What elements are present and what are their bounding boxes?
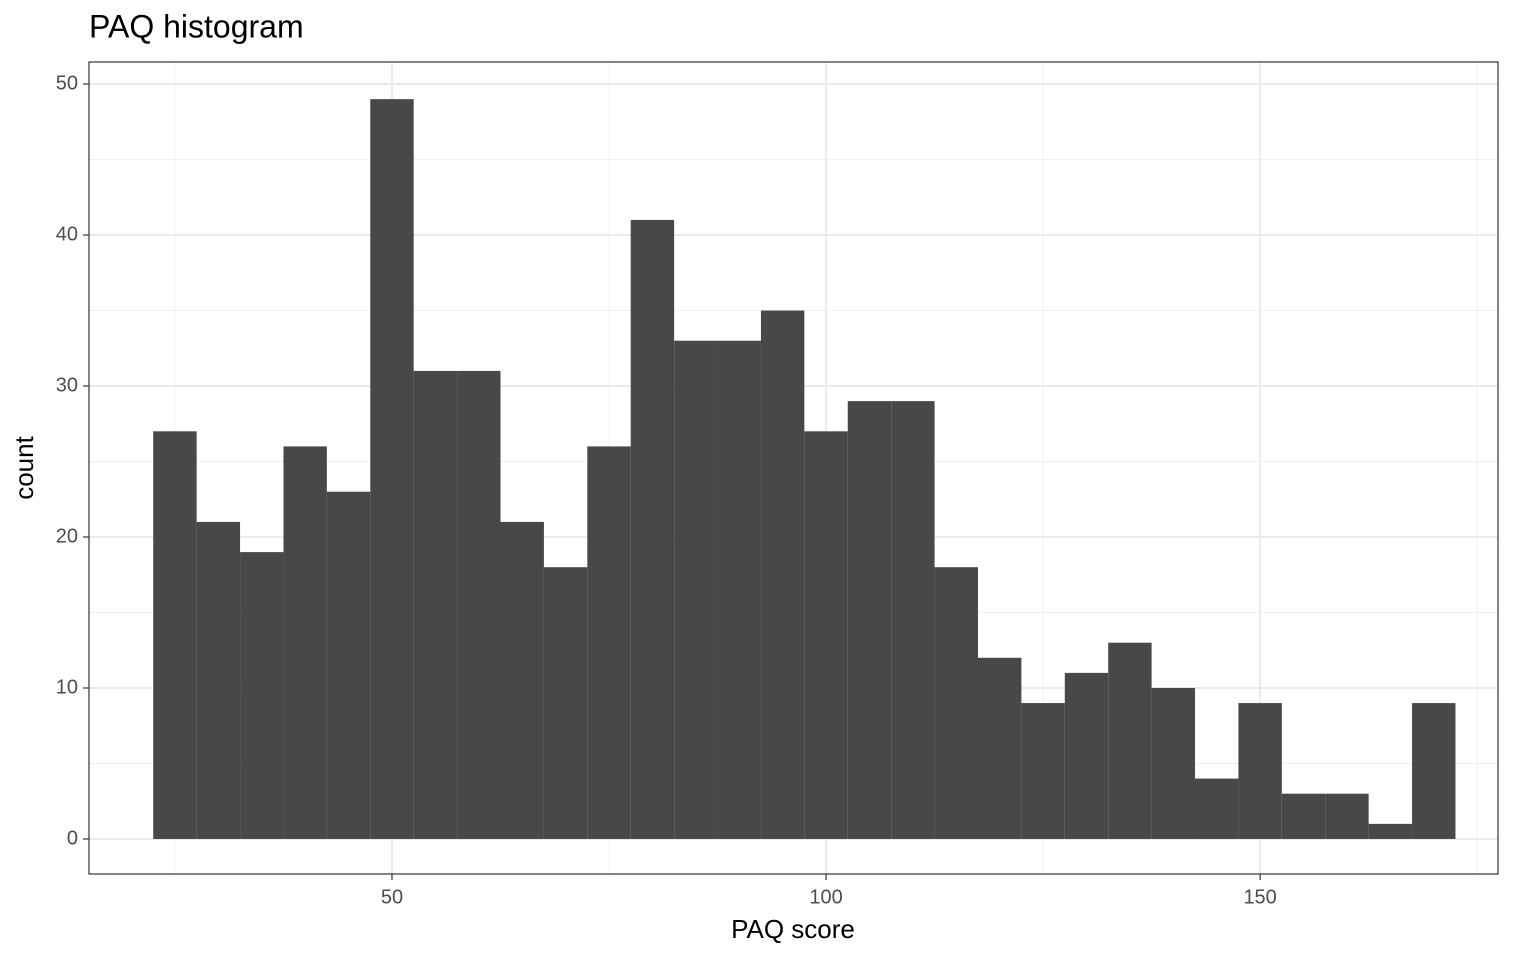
x-axis-title: PAQ score xyxy=(731,914,855,944)
bar xyxy=(413,370,458,839)
y-tick-label: 50 xyxy=(56,72,78,94)
bar xyxy=(1108,642,1152,839)
bar xyxy=(1281,793,1326,839)
bar xyxy=(977,657,1022,839)
bar xyxy=(934,567,978,839)
y-axis-title: count xyxy=(9,435,39,499)
bar xyxy=(500,521,544,839)
bar xyxy=(370,99,414,839)
bar xyxy=(196,521,241,839)
y-tick-label: 0 xyxy=(67,827,78,849)
bar xyxy=(1368,823,1413,839)
y-tick-label: 20 xyxy=(56,525,78,547)
bar xyxy=(457,370,501,839)
chart-title: PAQ histogram xyxy=(89,8,304,44)
bar xyxy=(717,340,761,839)
bar xyxy=(630,219,675,839)
panel-border xyxy=(88,61,1499,875)
x-tick-label: 100 xyxy=(809,886,842,908)
bar xyxy=(1021,703,1065,839)
bar xyxy=(1151,687,1196,839)
bar xyxy=(543,567,588,839)
bar xyxy=(587,446,631,839)
y-tick-label: 30 xyxy=(56,374,78,396)
bar xyxy=(326,491,371,839)
bar xyxy=(674,340,718,839)
bar xyxy=(153,431,197,839)
bar xyxy=(1325,793,1369,839)
bar xyxy=(1064,672,1109,839)
y-tick-label: 40 xyxy=(56,223,78,245)
x-tick-label: 150 xyxy=(1243,886,1276,908)
bar xyxy=(804,431,848,839)
bar xyxy=(1238,703,1282,839)
y-tick-label: 10 xyxy=(56,676,78,698)
bar xyxy=(283,446,327,839)
bar xyxy=(240,552,284,839)
bar xyxy=(1195,778,1239,839)
bar xyxy=(1412,703,1456,839)
x-tick-label: 50 xyxy=(381,886,403,908)
bar xyxy=(847,401,892,839)
bar xyxy=(891,401,935,839)
bar xyxy=(760,310,805,839)
